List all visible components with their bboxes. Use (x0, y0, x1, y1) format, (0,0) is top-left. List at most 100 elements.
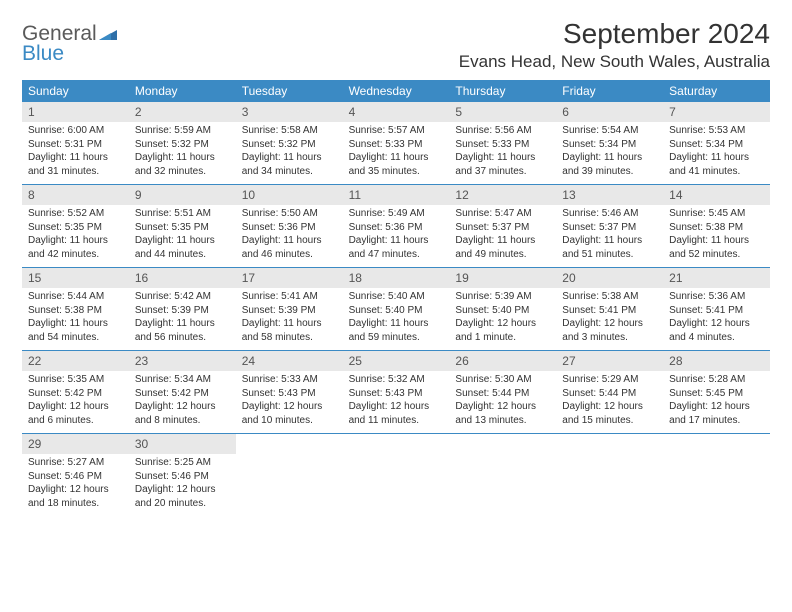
detail-line: Sunrise: 6:00 AM (28, 124, 123, 138)
detail-line: Daylight: 11 hours (562, 151, 657, 165)
day-cell: 25Sunrise: 5:32 AMSunset: 5:43 PMDayligh… (343, 351, 450, 433)
day-details: Sunrise: 5:54 AMSunset: 5:34 PMDaylight:… (556, 122, 663, 178)
day-number: 17 (236, 268, 343, 288)
day-details: Sunrise: 5:30 AMSunset: 5:44 PMDaylight:… (449, 371, 556, 427)
day-details: Sunrise: 5:41 AMSunset: 5:39 PMDaylight:… (236, 288, 343, 344)
detail-line: and 3 minutes. (562, 331, 657, 345)
day-number: 15 (22, 268, 129, 288)
day-cell: 11Sunrise: 5:49 AMSunset: 5:36 PMDayligh… (343, 185, 450, 267)
detail-line: Sunset: 5:32 PM (135, 138, 230, 152)
detail-line: Sunrise: 5:45 AM (669, 207, 764, 221)
detail-line: Daylight: 12 hours (349, 400, 444, 414)
day-number: 29 (22, 434, 129, 454)
detail-line: Daylight: 12 hours (669, 400, 764, 414)
detail-line: Sunset: 5:38 PM (28, 304, 123, 318)
empty-cell (663, 434, 770, 516)
day-details: Sunrise: 5:25 AMSunset: 5:46 PMDaylight:… (129, 454, 236, 510)
detail-line: and 37 minutes. (455, 165, 550, 179)
detail-line: Sunset: 5:39 PM (135, 304, 230, 318)
day-cell: 9Sunrise: 5:51 AMSunset: 5:35 PMDaylight… (129, 185, 236, 267)
day-number: 25 (343, 351, 450, 371)
detail-line: Daylight: 11 hours (349, 151, 444, 165)
detail-line: Sunset: 5:42 PM (135, 387, 230, 401)
detail-line: Sunset: 5:46 PM (28, 470, 123, 484)
detail-line: and 13 minutes. (455, 414, 550, 428)
day-details: Sunrise: 5:36 AMSunset: 5:41 PMDaylight:… (663, 288, 770, 344)
day-cell: 24Sunrise: 5:33 AMSunset: 5:43 PMDayligh… (236, 351, 343, 433)
day-details: Sunrise: 5:29 AMSunset: 5:44 PMDaylight:… (556, 371, 663, 427)
weekday-header: Sunday (22, 80, 129, 102)
day-cell: 6Sunrise: 5:54 AMSunset: 5:34 PMDaylight… (556, 102, 663, 184)
day-details: Sunrise: 5:44 AMSunset: 5:38 PMDaylight:… (22, 288, 129, 344)
day-number: 28 (663, 351, 770, 371)
day-cell: 26Sunrise: 5:30 AMSunset: 5:44 PMDayligh… (449, 351, 556, 433)
detail-line: Daylight: 12 hours (562, 400, 657, 414)
day-number: 3 (236, 102, 343, 122)
detail-line: and 59 minutes. (349, 331, 444, 345)
detail-line: Sunset: 5:37 PM (455, 221, 550, 235)
day-details: Sunrise: 5:58 AMSunset: 5:32 PMDaylight:… (236, 122, 343, 178)
day-details: Sunrise: 5:38 AMSunset: 5:41 PMDaylight:… (556, 288, 663, 344)
detail-line: Daylight: 11 hours (562, 234, 657, 248)
detail-line: Sunset: 5:31 PM (28, 138, 123, 152)
detail-line: and 11 minutes. (349, 414, 444, 428)
detail-line: and 17 minutes. (669, 414, 764, 428)
day-details: Sunrise: 5:34 AMSunset: 5:42 PMDaylight:… (129, 371, 236, 427)
day-cell: 13Sunrise: 5:46 AMSunset: 5:37 PMDayligh… (556, 185, 663, 267)
weekday-header: Monday (129, 80, 236, 102)
day-number: 19 (449, 268, 556, 288)
detail-line: Sunrise: 5:38 AM (562, 290, 657, 304)
day-details: Sunrise: 5:50 AMSunset: 5:36 PMDaylight:… (236, 205, 343, 261)
day-number: 11 (343, 185, 450, 205)
day-number: 5 (449, 102, 556, 122)
day-cell: 22Sunrise: 5:35 AMSunset: 5:42 PMDayligh… (22, 351, 129, 433)
day-number: 6 (556, 102, 663, 122)
day-cell: 23Sunrise: 5:34 AMSunset: 5:42 PMDayligh… (129, 351, 236, 433)
detail-line: Sunset: 5:42 PM (28, 387, 123, 401)
day-cell: 16Sunrise: 5:42 AMSunset: 5:39 PMDayligh… (129, 268, 236, 350)
day-cell: 8Sunrise: 5:52 AMSunset: 5:35 PMDaylight… (22, 185, 129, 267)
day-details: Sunrise: 5:40 AMSunset: 5:40 PMDaylight:… (343, 288, 450, 344)
detail-line: and 6 minutes. (28, 414, 123, 428)
logo-line2: Blue (22, 42, 64, 65)
weekday-header: Wednesday (343, 80, 450, 102)
detail-line: and 49 minutes. (455, 248, 550, 262)
detail-line: Sunset: 5:43 PM (242, 387, 337, 401)
detail-line: and 56 minutes. (135, 331, 230, 345)
detail-line: and 52 minutes. (669, 248, 764, 262)
weekday-header: Saturday (663, 80, 770, 102)
detail-line: Daylight: 12 hours (242, 400, 337, 414)
day-number: 2 (129, 102, 236, 122)
detail-line: Sunrise: 5:32 AM (349, 373, 444, 387)
day-number: 7 (663, 102, 770, 122)
detail-line: Daylight: 11 hours (28, 317, 123, 331)
detail-line: Daylight: 11 hours (455, 151, 550, 165)
detail-line: Sunset: 5:45 PM (669, 387, 764, 401)
day-details: Sunrise: 5:35 AMSunset: 5:42 PMDaylight:… (22, 371, 129, 427)
detail-line: Sunrise: 5:54 AM (562, 124, 657, 138)
detail-line: and 32 minutes. (135, 165, 230, 179)
detail-line: Sunset: 5:39 PM (242, 304, 337, 318)
day-cell: 18Sunrise: 5:40 AMSunset: 5:40 PMDayligh… (343, 268, 450, 350)
day-cell: 14Sunrise: 5:45 AMSunset: 5:38 PMDayligh… (663, 185, 770, 267)
detail-line: Daylight: 11 hours (242, 317, 337, 331)
detail-line: Sunset: 5:33 PM (349, 138, 444, 152)
detail-line: Daylight: 12 hours (455, 317, 550, 331)
detail-line: and 58 minutes. (242, 331, 337, 345)
day-cell: 27Sunrise: 5:29 AMSunset: 5:44 PMDayligh… (556, 351, 663, 433)
title-block: September 2024 Evans Head, New South Wal… (459, 18, 770, 72)
empty-cell (449, 434, 556, 516)
detail-line: Daylight: 12 hours (669, 317, 764, 331)
day-details: Sunrise: 5:51 AMSunset: 5:35 PMDaylight:… (129, 205, 236, 261)
day-cell: 21Sunrise: 5:36 AMSunset: 5:41 PMDayligh… (663, 268, 770, 350)
page: General Blue September 2024 Evans Head, … (0, 0, 792, 534)
logo-triangle-icon (99, 24, 117, 44)
day-number: 9 (129, 185, 236, 205)
day-details: Sunrise: 5:52 AMSunset: 5:35 PMDaylight:… (22, 205, 129, 261)
day-number: 16 (129, 268, 236, 288)
detail-line: Sunrise: 5:51 AM (135, 207, 230, 221)
weekday-header: Tuesday (236, 80, 343, 102)
detail-line: Sunrise: 5:46 AM (562, 207, 657, 221)
detail-line: Sunrise: 5:34 AM (135, 373, 230, 387)
detail-line: and 15 minutes. (562, 414, 657, 428)
